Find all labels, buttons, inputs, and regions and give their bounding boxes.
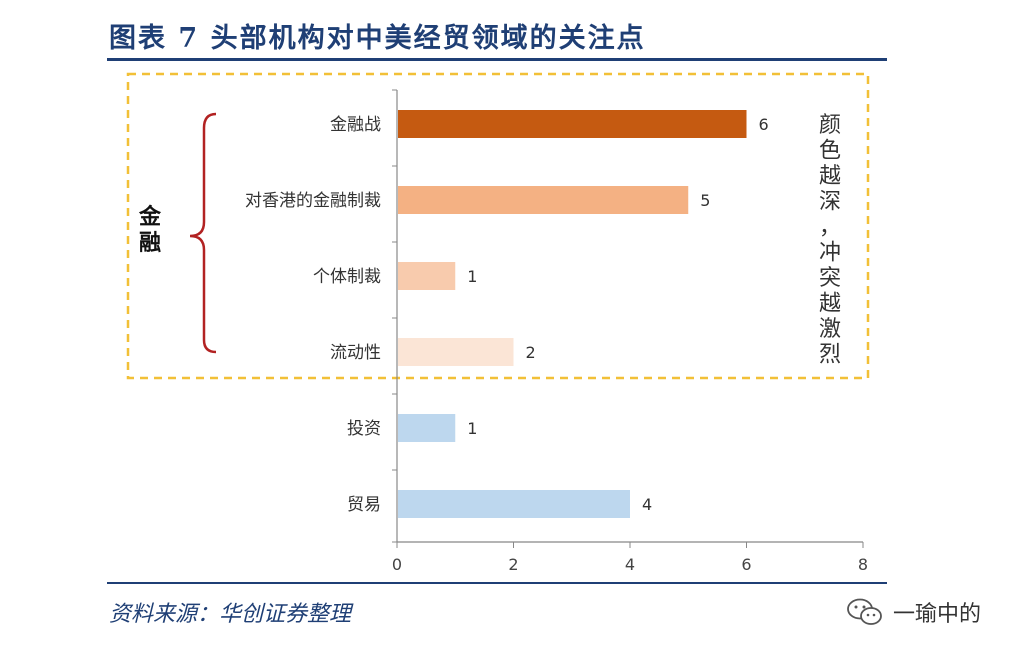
category-label-3: 流动性 — [330, 343, 381, 363]
page-title: 图表 7 头部机构对中美经贸领域的关注点 — [109, 23, 646, 54]
side-note-char-6: 突 — [819, 266, 841, 291]
value-label-4: 1 — [467, 419, 477, 438]
side-note-char-7: 越 — [819, 292, 841, 317]
source-note: 资料来源：华创证券整理 — [109, 602, 352, 627]
category-label-5: 贸易 — [347, 495, 381, 515]
x-tick-label-0: 0 — [392, 555, 402, 574]
category-label-1: 对香港的金融制裁 — [245, 191, 381, 211]
side-note-char-3: 深 — [819, 190, 841, 215]
value-label-1: 5 — [700, 191, 710, 210]
value-label-5: 4 — [642, 495, 652, 514]
group-label-char-2: 融 — [139, 231, 161, 256]
watermark-text: 一瑜中的 — [893, 602, 982, 627]
side-note-char-1: 色 — [819, 139, 841, 164]
x-tick-label-3: 6 — [741, 555, 751, 574]
finance-highlight-box — [126, 72, 870, 380]
side-note-char-5: 冲 — [819, 241, 841, 266]
bar-0 — [398, 110, 747, 138]
category-label-2: 个体制裁 — [313, 267, 381, 287]
side-note-char-4: ， — [819, 215, 841, 240]
category-label-4: 投资 — [347, 419, 381, 439]
bar-3 — [398, 338, 514, 366]
category-label-0: 金融战 — [330, 115, 381, 135]
x-tick-label-4: 8 — [858, 555, 868, 574]
value-label-3: 2 — [526, 343, 536, 362]
side-note-char-9: 烈 — [819, 343, 841, 368]
y-ticks — [392, 89, 397, 543]
wechat-icon — [847, 598, 882, 625]
x-ticks: 0 2 4 6 8 — [392, 542, 868, 574]
bar-5 — [398, 490, 630, 518]
source-rule — [107, 582, 887, 584]
bar-1 — [398, 186, 689, 214]
value-label-0: 6 — [759, 115, 769, 134]
bar-4 — [398, 414, 456, 442]
watermark: 一瑜中的 — [845, 596, 981, 628]
bar-2 — [398, 262, 456, 290]
x-tick-label-1: 2 — [508, 555, 518, 574]
side-note-char-8: 激 — [819, 317, 841, 342]
side-note-char-2: 越 — [819, 164, 841, 189]
title-rule — [107, 58, 887, 61]
value-label-2: 1 — [467, 267, 477, 286]
bars-group: 6 金融战 5 对香港的金融制裁 1 个体制裁 2 流动性 1 投资 4 贸易 — [245, 110, 769, 518]
group-label-char-1: 金 — [138, 204, 162, 230]
x-tick-label-2: 4 — [625, 555, 635, 574]
side-note-char-0: 颜 — [819, 113, 841, 138]
finance-bracket — [189, 112, 217, 354]
